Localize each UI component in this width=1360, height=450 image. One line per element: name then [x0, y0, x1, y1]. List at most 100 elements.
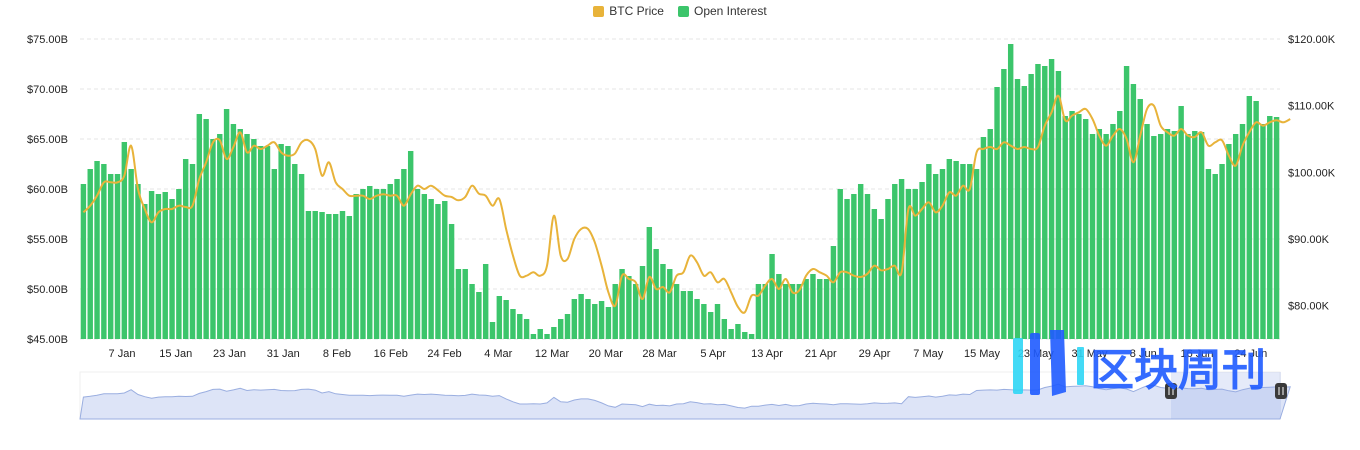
open-interest-bar [912, 189, 918, 339]
open-interest-bar [1151, 136, 1157, 339]
open-interest-bar [878, 219, 884, 339]
open-interest-bar [230, 124, 237, 339]
left-y-tick-label: $65.00B [27, 134, 68, 146]
open-interest-bar [1076, 114, 1082, 339]
x-tick-label: 7 Jan [109, 348, 136, 360]
open-interest-bar [107, 174, 114, 339]
open-interest-bar [476, 292, 482, 339]
watermark-text: 区块周刊 [1090, 345, 1266, 396]
open-interest-bar [1253, 101, 1259, 339]
open-interest-bar [544, 334, 550, 339]
right-y-tick-label: $80.00K [1288, 301, 1330, 313]
open-interest-bar [517, 314, 523, 339]
open-interest-bar [578, 294, 584, 339]
open-interest-bar [932, 174, 939, 339]
open-interest-bar [1205, 169, 1212, 339]
right-y-tick-label: $100.00K [1288, 167, 1336, 179]
open-interest-bar [626, 276, 632, 339]
x-tick-label: 21 Apr [805, 348, 837, 360]
open-interest-bar [857, 184, 864, 339]
open-interest-bar [182, 159, 189, 339]
open-interest-bar [442, 201, 448, 339]
open-interest-bar [871, 209, 878, 339]
open-interest-bar [332, 214, 339, 339]
open-interest-bar [1260, 124, 1266, 339]
open-interest-bar [503, 300, 509, 339]
open-interest-bar [373, 189, 380, 339]
left-y-tick-label: $75.00B [27, 34, 68, 46]
open-interest-bar [994, 87, 1000, 339]
open-interest-bar [619, 269, 625, 339]
right-y-axis: $80.00K $90.00K $100.00K $110.00K $120.00K [1288, 34, 1336, 313]
open-interest-bar [817, 279, 823, 339]
navigator-series-area [79, 383, 1291, 420]
open-interest-bar [728, 329, 734, 339]
open-interest-bar [1192, 131, 1198, 339]
open-interest-bar [1144, 124, 1150, 339]
open-interest-bar [714, 304, 721, 339]
open-interest-bar [803, 279, 809, 339]
btc-price-swatch [593, 5, 605, 17]
open-interest-bar [898, 179, 905, 339]
right-y-tick-label: $120.00K [1288, 34, 1336, 46]
open-interest-bar [94, 161, 100, 339]
open-interest-bar [1267, 116, 1273, 339]
navigator-right-handle[interactable] [1275, 383, 1287, 399]
open-interest-bar [762, 284, 768, 339]
legend: BTC Price Open Interest [0, 4, 1360, 18]
open-interest-bar [810, 274, 816, 339]
open-interest-bar [830, 246, 837, 339]
open-interest-bar [326, 214, 332, 339]
legend-item-btc-price[interactable]: BTC Price [593, 4, 664, 18]
open-interest-bar [1273, 117, 1280, 339]
open-interest-bar [196, 114, 203, 339]
open-interest-bar [1103, 134, 1109, 339]
open-interest-bar [1198, 132, 1205, 339]
left-y-tick-label: $60.00B [27, 184, 68, 196]
open-interest-bar [387, 184, 393, 339]
open-interest-bar [592, 304, 598, 339]
open-interest-bar [203, 119, 209, 339]
open-interest-bar [360, 189, 366, 339]
open-interest-bar [217, 134, 223, 339]
navigator-left-handle[interactable] [1165, 383, 1177, 399]
open-interest-swatch [677, 5, 689, 17]
open-interest-bar [523, 319, 530, 339]
x-tick-label: 31 Jan [267, 348, 300, 360]
open-interest-bar [1055, 71, 1062, 339]
btc-price-line [82, 94, 1291, 314]
navigator-selection [1171, 372, 1281, 419]
x-tick-label: 29 Apr [859, 348, 891, 360]
open-interest-bar [939, 169, 946, 339]
open-interest-bar [510, 309, 516, 339]
legend-item-open-interest[interactable]: Open Interest [677, 4, 767, 18]
open-interest-bar [748, 334, 755, 339]
open-interest-bar [462, 269, 468, 339]
open-interest-bar [380, 189, 387, 339]
open-interest-bar [1028, 74, 1034, 339]
open-interest-bar [1007, 44, 1014, 339]
open-interest-bar [1212, 174, 1218, 339]
open-interest-bar [1123, 66, 1130, 339]
open-interest-bar [1171, 131, 1178, 339]
open-interest-bar [1096, 129, 1103, 339]
x-tick-label: 5 Apr [700, 348, 726, 360]
open-interest-bar [407, 151, 414, 339]
open-interest-bar [394, 179, 400, 339]
open-interest-bar [1042, 66, 1048, 339]
open-interest-bar [973, 169, 980, 339]
open-interest-bar [1239, 124, 1246, 339]
open-interest-bar [598, 301, 605, 339]
open-interest-bar [755, 284, 762, 339]
open-interest-bar [421, 194, 428, 339]
open-interest-bar [1178, 106, 1184, 339]
open-interest-bar [980, 137, 987, 339]
open-interest-bar [101, 164, 107, 339]
open-interest-bar [285, 146, 291, 339]
open-interest-bar [428, 199, 434, 339]
x-tick-label: 8 Jun [1130, 348, 1157, 360]
logo-stroke [1077, 347, 1084, 385]
open-interest-bar [455, 269, 462, 339]
open-interest-bar [905, 189, 912, 339]
